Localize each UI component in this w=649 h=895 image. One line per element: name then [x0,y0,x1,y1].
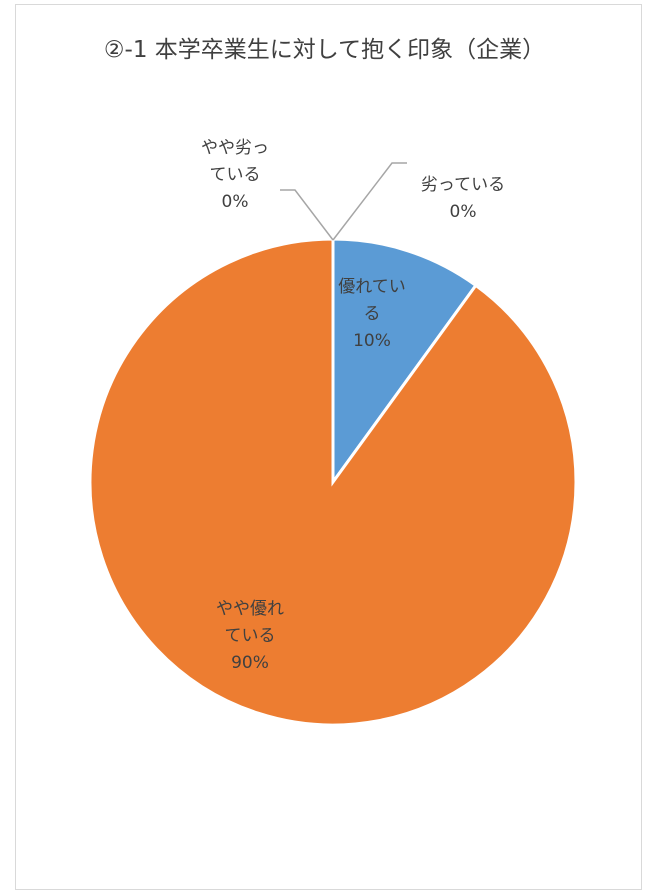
data-label-4: 劣っている [421,175,505,195]
data-label-pct-3: 0% [222,192,249,212]
data-label-pct-4: 0% [450,202,477,222]
data-label-3: ている [210,165,261,185]
data-label-2: ている [225,626,276,646]
leader-line-4 [332,162,407,241]
data-label-pct-2: 90% [231,653,269,673]
data-label-pct-1: 10% [353,331,391,351]
leader-line-3 [280,189,334,241]
data-label-2: やや優れ [216,599,284,619]
data-label-1: る [364,304,381,324]
chart-title: ②-1 本学卒業生に対して抱く印象（企業） [103,37,546,63]
data-label-1: 優れてい [338,277,406,297]
pie-slice-2 [88,237,578,727]
data-label-3: やや劣っ [201,138,269,158]
pie-slice-1 [331,237,478,487]
